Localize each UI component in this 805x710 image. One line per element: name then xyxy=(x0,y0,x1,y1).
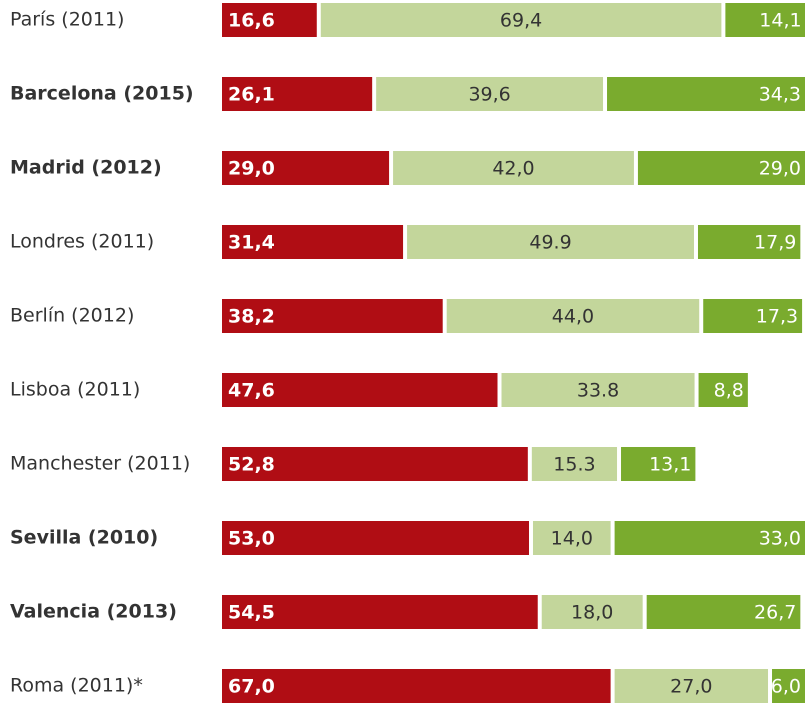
bar-segment xyxy=(501,373,695,407)
bar-segment xyxy=(320,3,722,37)
bar-segment xyxy=(532,521,611,555)
bar-segment xyxy=(222,299,443,333)
category-label: Lisboa (2011) xyxy=(10,379,140,401)
bar-segment xyxy=(614,669,769,703)
bar-segment xyxy=(614,521,805,555)
value-label: 14,0 xyxy=(551,528,593,550)
value-label: 13,1 xyxy=(649,454,691,476)
value-label: 6,0 xyxy=(771,676,801,698)
value-label: 17,3 xyxy=(756,306,798,328)
bar-segment xyxy=(637,151,805,185)
category-label: Roma (2011)* xyxy=(10,675,143,697)
value-label: 33.8 xyxy=(577,380,619,402)
value-label: 15.3 xyxy=(553,454,595,476)
value-label: 29,0 xyxy=(759,158,801,180)
category-label: Manchester (2011) xyxy=(10,453,190,475)
value-label: 67,0 xyxy=(228,676,275,698)
bar-segment xyxy=(531,447,618,481)
value-label: 42,0 xyxy=(492,158,534,180)
category-label: París (2011) xyxy=(10,9,124,31)
value-label: 34,3 xyxy=(759,84,801,106)
value-label: 8,8 xyxy=(714,380,744,402)
bar-segment xyxy=(222,225,404,259)
value-label: 39,6 xyxy=(468,84,510,106)
bar-segment xyxy=(621,447,696,481)
value-label: 52,8 xyxy=(228,454,275,476)
category-label: Londres (2011) xyxy=(10,231,154,253)
bar-segment xyxy=(646,595,801,629)
value-label: 27,0 xyxy=(670,676,712,698)
bar-segment xyxy=(697,225,801,259)
value-label: 47,6 xyxy=(228,380,275,402)
bar-segment xyxy=(222,447,528,481)
bar-segment xyxy=(222,669,611,703)
bar-segment xyxy=(607,77,805,111)
category-label: Valencia (2013) xyxy=(10,601,177,623)
bar-segment xyxy=(541,595,643,629)
bar-segment xyxy=(698,373,748,407)
value-label: 14,1 xyxy=(759,10,801,32)
value-label: 44,0 xyxy=(552,306,594,328)
bar-segment xyxy=(222,3,317,37)
bar-segment xyxy=(222,595,538,629)
category-label: Sevilla (2010) xyxy=(10,527,158,549)
value-label: 26,7 xyxy=(754,602,796,624)
value-label: 16,6 xyxy=(228,10,275,32)
value-label: 33,0 xyxy=(759,528,801,550)
value-label: 49.9 xyxy=(529,232,571,254)
value-label: 38,2 xyxy=(228,306,275,328)
bar-segment xyxy=(703,299,803,333)
category-label: Berlín (2012) xyxy=(10,305,134,327)
bar-segment xyxy=(222,151,390,185)
bar-segment xyxy=(407,225,694,259)
bar-segment xyxy=(222,373,498,407)
bar-segment xyxy=(725,3,805,37)
bar-segment xyxy=(772,669,805,703)
value-label: 26,1 xyxy=(228,84,275,106)
value-label: 31,4 xyxy=(228,232,275,254)
value-label: 18,0 xyxy=(571,602,613,624)
value-label: 54,5 xyxy=(228,602,275,624)
value-label: 69,4 xyxy=(500,10,542,32)
bar-segment xyxy=(446,299,700,333)
bar-segment xyxy=(222,77,373,111)
category-label: Barcelona (2015) xyxy=(10,83,194,105)
bar-segment xyxy=(376,77,604,111)
category-label: Madrid (2012) xyxy=(10,157,162,179)
value-label: 53,0 xyxy=(228,528,275,550)
bar-segment xyxy=(222,521,529,555)
bar-segment xyxy=(393,151,634,185)
value-label: 17,9 xyxy=(754,232,796,254)
value-label: 29,0 xyxy=(228,158,275,180)
